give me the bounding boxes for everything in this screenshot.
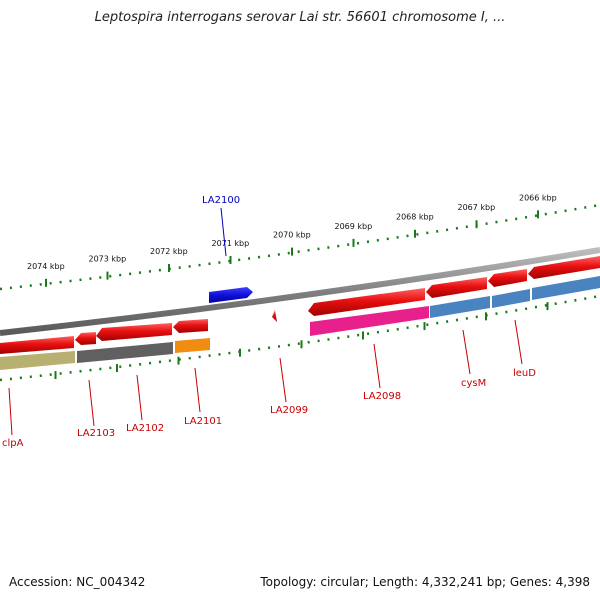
- gene-arrow-LA2099: [272, 310, 277, 322]
- label-LA2103: LA2103: [77, 428, 115, 439]
- gene-arrow-LA2100: [209, 287, 253, 303]
- label-LA2100: LA2100: [202, 195, 240, 206]
- scale-labels: 2074 kbp 2073 kbp 2072 kbp 2071 kbp 2070 kbp…: [27, 193, 557, 270]
- category-ring: [0, 276, 600, 370]
- major-ticks: [45, 210, 549, 380]
- gene-arrow-next: [528, 256, 600, 279]
- scale-label: 2071 kbp: [212, 239, 250, 248]
- label-clpA: clpA: [2, 438, 24, 449]
- scale-label: 2067 kbp: [458, 203, 496, 212]
- accession-text: Accession: NC_004342: [9, 575, 146, 589]
- label-LA2098: LA2098: [363, 391, 401, 402]
- scale-label: 2073 kbp: [89, 255, 127, 264]
- label-cysM: cysM: [461, 378, 486, 389]
- LA2101-category: [175, 338, 210, 353]
- gene-arrow-LA2103: [75, 332, 96, 345]
- scale-label: 2068 kbp: [396, 213, 434, 222]
- inner-scale: [0, 294, 600, 382]
- clpA-category: [0, 351, 75, 370]
- label-LA2099: LA2099: [270, 405, 308, 416]
- scale-label: 2074 kbp: [27, 262, 65, 271]
- scale-label: 2070 kbp: [273, 231, 311, 240]
- label-leuD: leuD: [513, 368, 536, 379]
- outer-scale: [0, 203, 600, 291]
- callout-lines: [8, 207, 523, 436]
- gene-arrow-cysM: [426, 277, 487, 298]
- label-LA2102: LA2102: [126, 423, 164, 434]
- topology-text: Topology: circular; Length: 4,332,241 bp…: [260, 575, 590, 589]
- LA2103-category: [77, 342, 173, 363]
- leuD-category: [492, 289, 530, 308]
- gene-arrow-clpA: [0, 336, 74, 354]
- backbone: [0, 247, 600, 336]
- gene-arrow-LA2102: [96, 323, 172, 341]
- LA2098-category: [310, 306, 429, 336]
- gene-arrow-LA2101: [173, 319, 208, 333]
- leuD-category-2: [532, 276, 600, 300]
- gene-arrow-LA2098: [308, 288, 425, 316]
- cysM-category: [430, 296, 490, 318]
- label-LA2101: LA2101: [184, 416, 222, 427]
- scale-label: 2072 kbp: [150, 247, 188, 256]
- reverse-strand: [0, 256, 600, 354]
- scale-label: 2069 kbp: [335, 222, 373, 231]
- scale-label: 2066 kbp: [519, 193, 557, 202]
- gene-arrow-leuD: [488, 269, 527, 287]
- map-title: Leptospira interrogans serovar Lai str. …: [94, 10, 506, 25]
- gene-labels: clpA LA2103 LA2102 LA2101 LA2100 LA2099 …: [2, 195, 536, 449]
